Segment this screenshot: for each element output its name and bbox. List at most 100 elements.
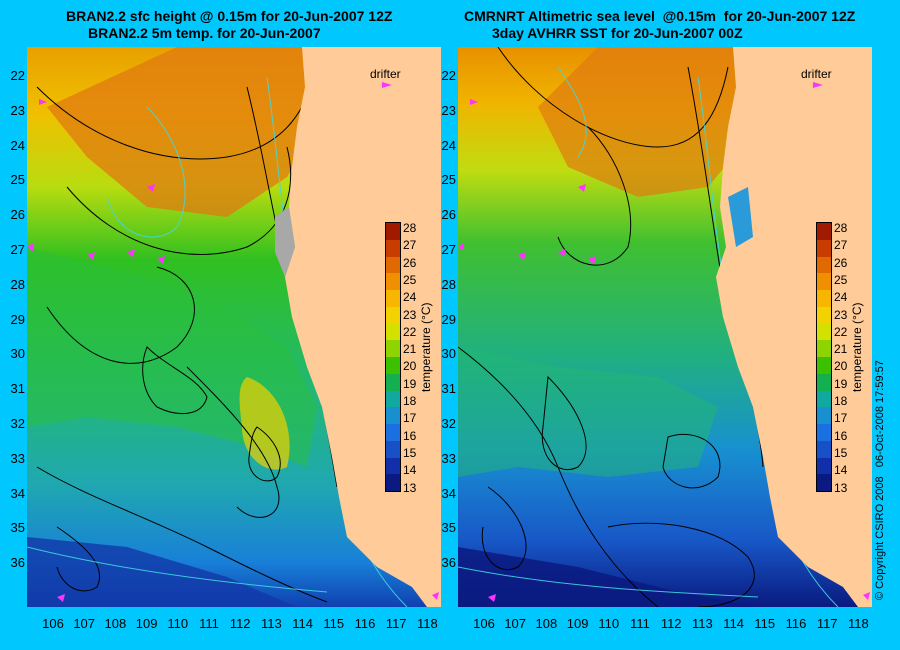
right-lat-label: 31 [441,381,456,397]
colorbar-swatch [817,273,831,290]
colorbar-swatch [386,223,400,240]
left-lon-label: 106 [42,616,64,631]
left-lon-label: 118 [417,616,438,631]
right-lon-label: 117 [816,616,838,631]
colorbar-swatch [386,290,400,307]
right-lat-label: 28 [441,276,456,292]
colorbar-swatch [817,239,831,257]
colorbar-tick-label: 19 [834,376,848,391]
right-lat-label: 29 [441,311,456,327]
colorbar-swatch [817,373,831,391]
colorbar-swatch [817,424,831,441]
right-mid-region [458,347,718,477]
left-lat-label: 23 [10,102,25,118]
timestamp: 06-Oct-2008 17:59:57 [874,360,886,468]
colorbar-swatch [817,407,831,424]
right-lat-label: 26 [441,207,456,223]
left-title-line2: BRAN2.2 5m temp. for 20-Jun-2007 [88,25,321,41]
left-lon-label: 117 [385,616,407,631]
right-lon-label: 106 [473,616,495,631]
left-lon-label: 113 [261,616,282,631]
right-title: CMRNRT Altimetric sea level @0.15m for 2… [464,8,855,42]
colorbar-tick-label: 26 [834,255,848,270]
left-lat-label: 22 [10,68,25,83]
left-lon-label: 112 [229,616,251,631]
colorbar-tick-label: 26 [403,255,417,270]
right-lat-label: 30 [441,346,456,362]
right-lon-label: 112 [660,616,682,631]
colorbar-tick-label: 25 [403,272,417,287]
right-map-panel: drifter temperature (°C) 28 27 26 25 24 23 22 2… [458,47,872,607]
left-lon-label: 108 [104,616,127,631]
left-lat-label: 34 [10,485,25,501]
left-warm-region [47,47,327,217]
left-lon-label: 116 [354,616,376,631]
left-map [27,47,441,607]
colorbar-tick-label: 21 [834,342,848,357]
colorbar-tick-label: 20 [834,359,848,374]
colorbar-swatch [386,306,400,324]
right-lat-label: 27 [441,242,456,257]
right-lon-label: 115 [754,616,776,631]
colorbar-tick-label: 18 [834,394,848,408]
colorbar-tick-label: 24 [403,290,417,305]
left-drifter-label: drifter [370,67,401,81]
left-lat-label: 29 [10,311,25,327]
colorbar-swatch [386,340,400,357]
right-lat-label: 32 [441,416,456,431]
colorbar-swatch [817,340,831,357]
colorbar-tick-label: 22 [834,324,848,339]
colorbar-swatch [817,357,831,374]
colorbar-tick-label: 25 [834,272,848,287]
colorbar-tick-label: 28 [403,221,417,235]
colorbar-tick-label: 17 [834,411,848,426]
colorbar-swatch [386,407,400,424]
colorbar-tick-label: 24 [834,290,848,305]
right-drifter-label: drifter [801,67,832,81]
right-lon-label: 110 [598,616,620,631]
colorbar-swatch [386,273,400,290]
colorbar-tick-label: 17 [403,411,417,426]
colorbar-swatch [817,457,831,475]
left-lon-label: 115 [323,616,345,631]
left-drifter-arrows [27,82,439,602]
left-land-gray [275,207,295,277]
colorbar-swatch [817,256,831,274]
right-deep-cold [458,547,758,607]
colorbar-tick-label: 28 [834,221,848,235]
right-lon-label: 108 [535,616,558,631]
right-lat-label: 35 [441,520,456,536]
colorbar-tick-label: 21 [403,342,417,357]
colorbar-tick-label: 13 [834,480,848,495]
right-lat-label: 24 [441,137,456,153]
colorbar-swatch [386,373,400,391]
colorbar-swatch [386,256,400,274]
copyright: © Copyright CSIRO 2008 [874,476,886,600]
right-lat-label: 22 [441,68,456,83]
right-lon-label: 118 [848,616,869,631]
right-lon-label: 111 [630,616,650,631]
right-lon-label: 109 [566,616,589,631]
right-title-line1: CMRNRT Altimetric sea level @0.15m for 2… [464,8,856,24]
right-lat-label: 25 [441,172,456,188]
left-land [285,47,441,607]
left-lat-label: 28 [10,276,25,292]
colorbar-swatch [817,290,831,307]
colorbar-tick-label: 15 [834,445,848,460]
left-lon-label: 107 [73,616,96,631]
colorbar-swatch [386,323,400,341]
left-lat-label: 25 [10,172,25,188]
left-lat-label: 26 [10,207,25,223]
left-lon-label: 109 [135,616,158,631]
right-warm-region [538,47,758,197]
colorbar-tick-label: 13 [403,480,417,495]
colorbar-tick-label: 27 [834,238,848,253]
colorbar-swatch [386,474,400,491]
left-lat-label: 36 [10,555,25,571]
colorbar-swatch [386,424,400,441]
copyright-text: © Copyright CSIRO 2008 06-Oct-2008 17:59… [874,360,886,600]
right-map [458,47,872,607]
left-lat-label: 33 [10,450,25,466]
right-lat-label: 23 [441,102,456,118]
right-lon-label: 114 [723,616,744,631]
